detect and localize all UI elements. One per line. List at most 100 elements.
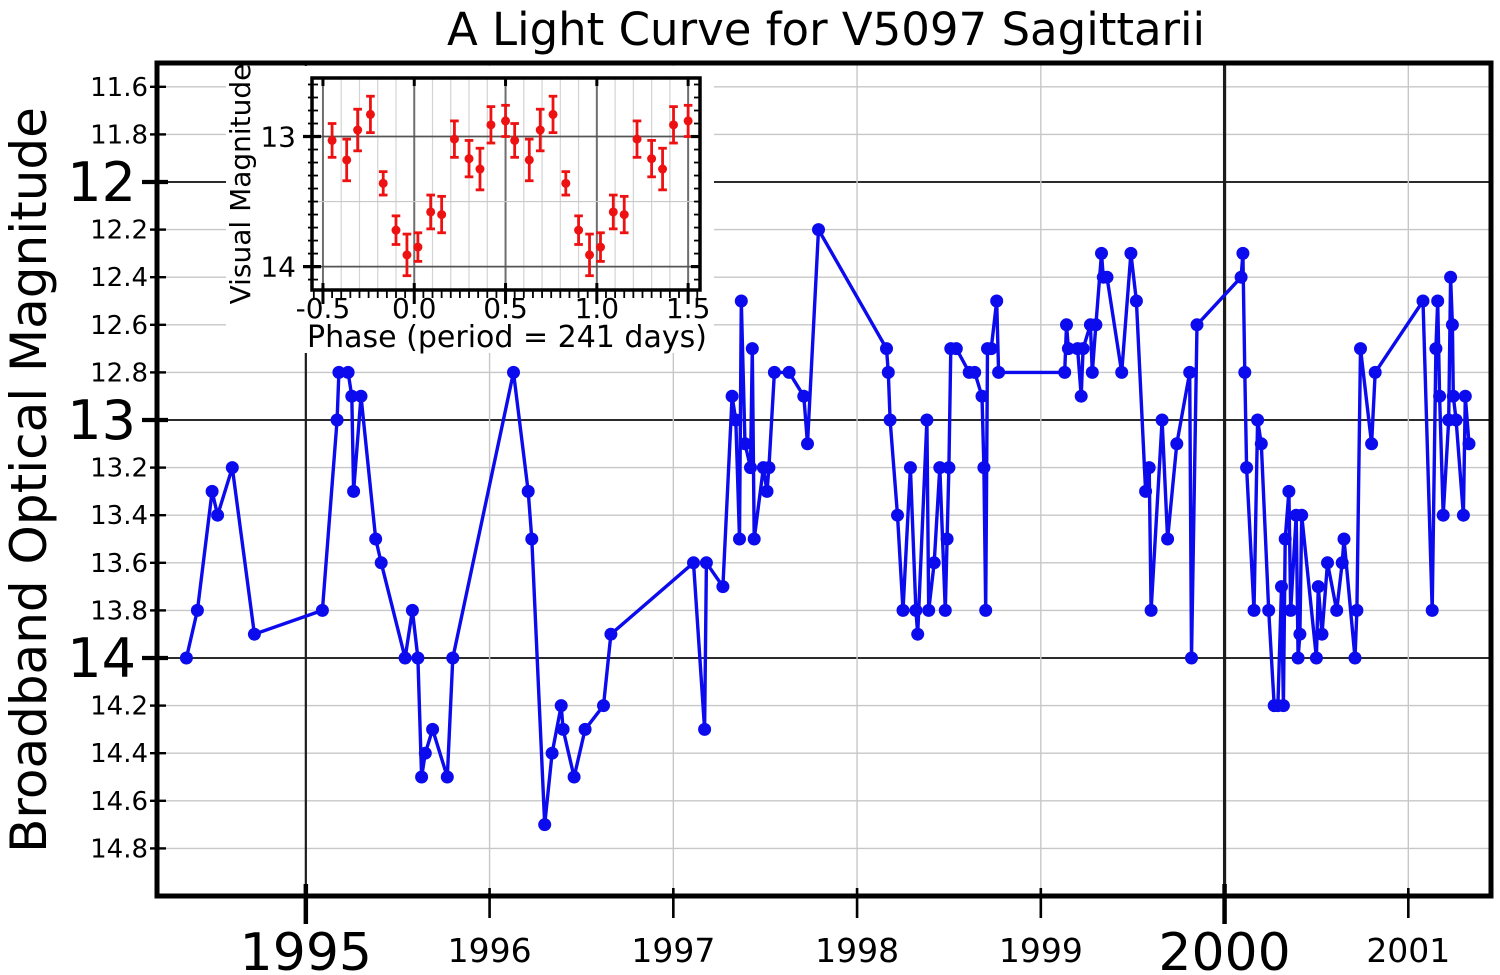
light-curve-point <box>949 342 963 356</box>
light-curve-point <box>507 365 520 379</box>
light-curve-point <box>716 580 730 594</box>
light-curve-point <box>891 508 904 522</box>
main-y-tick-label: 14.4 <box>90 739 148 769</box>
light-curve-point <box>1425 603 1439 617</box>
light-curve-point <box>398 651 412 665</box>
light-curve-point <box>1295 508 1309 522</box>
light-curve-point <box>1234 270 1248 284</box>
light-curve-point <box>1429 342 1443 356</box>
light-curve-point <box>604 627 618 641</box>
main-frame <box>154 60 1494 899</box>
inset-data-point <box>426 207 436 217</box>
light-curve-point <box>1293 627 1307 641</box>
light-curve-point <box>1330 603 1344 617</box>
light-curve-point <box>1446 389 1460 403</box>
inset-y-axis-label: Visual Magnitude <box>224 64 257 305</box>
light-curve-point <box>411 651 425 665</box>
inset-data-point <box>437 210 447 220</box>
inset-data-point <box>353 125 363 135</box>
light-curve-point <box>1284 603 1298 617</box>
light-curve-point <box>1061 342 1075 356</box>
light-curve-point <box>801 437 814 451</box>
light-curve-point <box>1124 246 1138 260</box>
light-curve-point <box>369 532 383 546</box>
inset-data-point <box>464 154 474 164</box>
light-curve-point <box>940 532 954 546</box>
light-curve-point <box>225 461 239 475</box>
light-curve-point <box>1190 318 1204 332</box>
inset-data-point <box>669 120 679 130</box>
light-curve-point <box>345 389 359 403</box>
inset-data-point <box>475 164 485 174</box>
light-curve-point <box>920 413 934 427</box>
main-y-tick-label: 13.6 <box>90 549 148 579</box>
light-curve-point <box>762 461 776 475</box>
light-curve-point <box>521 484 535 498</box>
light-curve-point <box>1074 389 1088 403</box>
main-y-tick-label: 14.8 <box>90 834 148 864</box>
light-curve-point <box>1170 437 1184 451</box>
chart-title: A Light Curve for V5097 Sagittarii <box>447 3 1205 56</box>
light-curve-point <box>1433 389 1447 403</box>
light-curve-point <box>1183 365 1197 379</box>
inset-data-point <box>327 135 337 145</box>
light-curve-point <box>738 437 752 451</box>
light-curve-point <box>977 461 991 475</box>
light-curve-point <box>1161 532 1175 546</box>
light-curve-point <box>942 461 956 475</box>
main-x-tick-label: 2001 <box>1366 931 1450 970</box>
main-y-tick-label: 12.2 <box>90 216 148 246</box>
light-curve-point <box>1311 580 1325 594</box>
inset-data-point <box>391 225 401 235</box>
inset-plot: -0.5 0.0 0.5 1.0 1.5 13 14 <box>226 66 714 353</box>
light-curve-point <box>446 651 460 665</box>
light-curve-point <box>725 389 739 403</box>
inset-data-point <box>548 109 558 119</box>
light-curve-point <box>922 603 936 617</box>
main-x-tick-label: 1998 <box>815 931 899 970</box>
light-curve-point <box>1282 484 1296 498</box>
main-y-tick-label: 14.2 <box>90 692 148 722</box>
inset-x-tick-label: -0.5 <box>296 292 351 325</box>
light-curve-point <box>1275 580 1288 594</box>
light-curve-point <box>1291 651 1305 665</box>
main-y-tick-label: 11.6 <box>90 73 148 103</box>
inset-data-point <box>524 155 534 165</box>
light-curve-point <box>767 365 781 379</box>
inset-data-point <box>574 225 584 235</box>
light-curve-point <box>1276 699 1290 713</box>
light-curve-point <box>733 532 746 546</box>
light-curve-point <box>903 461 917 475</box>
light-curve-point <box>734 294 748 308</box>
light-curve-point <box>1315 627 1329 641</box>
inset-data-point <box>658 164 668 174</box>
inset-y-tick-label: 14 <box>260 251 296 284</box>
main-y-tick-label: 14 <box>67 627 136 690</box>
light-curve-point <box>1335 556 1349 570</box>
light-curve-point <box>426 722 440 736</box>
light-curve-point <box>554 699 568 713</box>
inset-data-point <box>595 242 605 252</box>
light-curve-point <box>1462 437 1476 451</box>
light-curve-point <box>1321 556 1334 570</box>
light-curve-point <box>1368 365 1382 379</box>
light-curve-point <box>812 223 825 237</box>
light-curve-point <box>1155 413 1169 427</box>
light-curve-point <box>1350 603 1364 617</box>
inset-x-axis-label: Phase (period = 241 days) <box>307 320 707 355</box>
light-curve-point <box>332 365 346 379</box>
inset-data-point <box>402 250 412 260</box>
inset-y-tick-label: 13 <box>260 121 296 154</box>
inset-data-point <box>647 154 657 164</box>
inset-data-point <box>413 242 423 252</box>
inset-data-point <box>585 250 595 260</box>
main-x-tick-label: 1999 <box>999 931 1083 970</box>
light-curve-point <box>698 722 712 736</box>
light-curve-point <box>1416 294 1430 308</box>
inset-data-point <box>501 116 511 126</box>
light-curve-point <box>1129 294 1143 308</box>
light-curve-point <box>1354 342 1367 356</box>
light-curve-point <box>744 461 757 475</box>
light-curve-point <box>1089 318 1103 332</box>
light-curve-point <box>1309 651 1323 665</box>
